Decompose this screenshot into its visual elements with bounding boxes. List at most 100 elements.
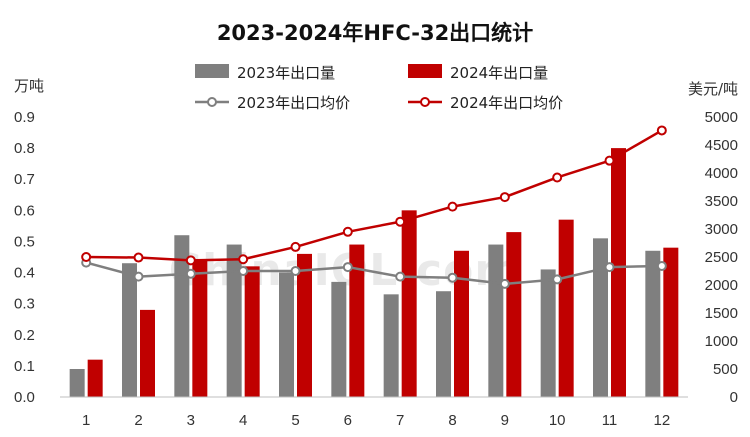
right-tick-label: 1000 [705, 333, 738, 350]
x-tick-label: 11 [602, 412, 618, 429]
right-tick-label: 4000 [705, 165, 738, 182]
point-series-3-7 [395, 216, 406, 227]
right-tick-label: 0 [730, 389, 738, 406]
x-tick-label: 12 [653, 412, 670, 429]
point-series-3-5 [290, 241, 301, 252]
legend-item-3: 2024年出口均价 [408, 94, 563, 112]
bar-series-1-1 [87, 359, 103, 397]
bar-series-1-5 [297, 253, 312, 397]
x-tick-label: 10 [549, 412, 566, 429]
right-tick-label: 3000 [705, 221, 738, 238]
legend-swatch-marker [207, 97, 217, 107]
point-series-2-12 [656, 260, 667, 271]
legend-label: 2023年出口量 [237, 64, 335, 82]
x-tick-label: 4 [239, 412, 247, 429]
x-tick-label: 9 [501, 412, 509, 429]
point-series-3-12 [656, 125, 667, 136]
point-series-2-4 [238, 266, 249, 276]
x-tick-label: 3 [187, 412, 195, 429]
bar-series-0-10 [540, 269, 556, 397]
line-series-2 [85, 261, 662, 286]
left-tick-label: 0.5 [14, 233, 35, 250]
point-series-3-4 [238, 254, 249, 265]
right-tick-label: 2500 [705, 249, 738, 266]
legend-swatch-marker [420, 97, 430, 107]
chart-title: 2023-2024年HFC-32出口统计 [217, 21, 533, 45]
legend: 2023年出口量 2024年出口量 2023年出口均价 2024年出口均价 [195, 64, 563, 112]
x-tick-label: 1 [82, 412, 90, 429]
left-tick-label: 0.7 [14, 171, 35, 188]
bar-series-0-4 [226, 244, 242, 397]
x-tick-label: 7 [396, 412, 404, 429]
x-tick-label: 8 [448, 412, 456, 429]
right-tick-label: 4500 [705, 137, 738, 154]
point-series-2-2 [133, 271, 144, 282]
bar-series-1-9 [506, 232, 522, 397]
legend-label: 2023年出口均价 [237, 94, 350, 112]
left-tick-label: 0.9 [14, 109, 35, 126]
point-series-2-7 [395, 271, 406, 282]
bar-series-1-11 [611, 148, 626, 397]
bar-series-1-3 [192, 260, 208, 397]
point-series-3-6 [342, 226, 353, 237]
bar-series-1-6 [349, 244, 365, 397]
bar-series-1-8 [454, 250, 469, 397]
bar-series-1-10 [558, 219, 574, 397]
line-series-3 [86, 129, 663, 262]
point-series-2-5 [290, 266, 301, 276]
left-tick-label: 0.3 [14, 296, 35, 313]
point-series-2-6 [342, 262, 353, 273]
left-tick-label: 0.6 [14, 202, 35, 219]
legend-label: 2024年出口量 [450, 64, 548, 82]
right-tick-label: 5000 [705, 109, 738, 126]
legend-swatch [408, 64, 442, 78]
left-tick-label: 0.2 [14, 327, 35, 344]
left-tick-label: 0.8 [14, 140, 35, 157]
right-axis-unit: 美元/吨 [688, 80, 738, 98]
bar-series-0-8 [436, 291, 451, 397]
axes-layer: 0.00.10.20.30.40.50.60.70.80.90500100015… [14, 109, 738, 429]
lines-layer [81, 125, 667, 289]
point-series-3-1 [81, 252, 92, 262]
bar-series-0-6 [331, 281, 347, 397]
right-tick-label: 2000 [705, 277, 738, 294]
point-series-3-8 [447, 201, 458, 212]
right-tick-label: 3500 [705, 193, 738, 210]
x-tick-label: 6 [344, 412, 352, 429]
right-tick-label: 500 [713, 361, 738, 378]
bar-series-0-7 [383, 294, 399, 397]
right-tick-label: 1500 [705, 305, 738, 322]
point-series-2-10 [552, 274, 563, 285]
x-tick-label: 2 [134, 412, 142, 429]
x-tick-label: 5 [291, 412, 299, 429]
legend-item-1: 2024年出口量 [408, 64, 548, 82]
point-series-3-2 [133, 252, 144, 263]
legend-swatch [195, 64, 229, 78]
bar-series-1-12 [663, 247, 679, 397]
bar-series-0-11 [593, 238, 608, 397]
point-series-2-8 [447, 272, 458, 283]
left-tick-label: 0.0 [14, 389, 35, 406]
left-tick-label: 0.1 [14, 358, 35, 375]
bar-series-0-12 [645, 250, 661, 397]
bar-series-0-5 [279, 272, 294, 397]
bars-layer [69, 148, 679, 397]
point-series-2-11 [604, 262, 615, 273]
left-tick-label: 0.4 [14, 265, 35, 282]
point-series-3-9 [499, 192, 510, 203]
point-series-2-9 [499, 278, 510, 289]
bar-series-1-7 [401, 210, 417, 397]
bar-series-0-2 [122, 263, 137, 397]
bar-series-0-1 [69, 369, 85, 397]
point-series-3-11 [604, 155, 615, 166]
bar-series-0-9 [488, 244, 504, 397]
point-series-3-10 [552, 172, 563, 183]
bar-series-1-2 [140, 309, 155, 397]
bar-series-1-4 [244, 266, 260, 397]
point-series-3-3 [185, 255, 196, 266]
legend-label: 2024年出口均价 [450, 94, 563, 112]
left-axis-unit: 万吨 [14, 77, 44, 95]
legend-item-0: 2023年出口量 [195, 64, 335, 82]
